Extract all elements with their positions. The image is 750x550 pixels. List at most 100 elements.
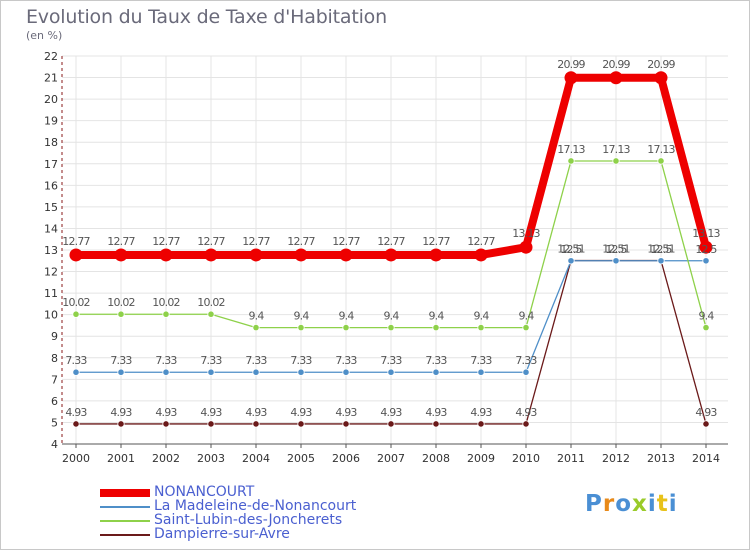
point-saint-lubin-des-joncherets-2013 (657, 157, 665, 165)
label-saint-lubin-des-joncherets-2003: 10.02 (197, 296, 225, 309)
legend-label-dampierre: Dampierre-sur-Avre (154, 526, 290, 542)
tick-label-x-2007: 2007 (377, 452, 405, 465)
point-nonancourt-2000 (69, 248, 83, 262)
tick-label-x-2014: 2014 (692, 452, 720, 465)
point-dampierre-sur-avre-2006 (342, 420, 350, 428)
point-la-madeleine-de-nonancourt-2010 (522, 368, 530, 376)
point-nonancourt-2002 (159, 248, 173, 262)
tick-label-y-13: 13 (44, 244, 58, 257)
point-nonancourt-2012 (609, 71, 623, 85)
point-dampierre-sur-avre-2014 (702, 420, 710, 428)
label-dampierre-sur-avre-2012: 12.51 (602, 243, 630, 256)
point-saint-lubin-des-joncherets-2004 (252, 323, 260, 332)
point-saint-lubin-des-joncherets-2000 (72, 310, 80, 318)
label-dampierre-sur-avre-2005: 4.93 (290, 406, 312, 419)
label-saint-lubin-des-joncherets-2006: 9.4 (338, 310, 354, 323)
point-la-madeleine-de-nonancourt-2014 (702, 257, 710, 265)
label-nonancourt-2014: 13.13 (692, 227, 720, 240)
label-nonancourt-2005: 12.77 (287, 235, 315, 248)
label-saint-lubin-des-joncherets-2014: 9.4 (698, 310, 714, 323)
point-nonancourt-2007 (384, 248, 398, 262)
point-la-madeleine-de-nonancourt-2009 (477, 368, 485, 376)
label-la-madeleine-de-nonancourt-2010: 7.33 (515, 354, 537, 367)
tick-label-y-4: 4 (51, 438, 58, 451)
point-la-madeleine-de-nonancourt-2003 (207, 368, 215, 376)
label-saint-lubin-des-joncherets-2000: 10.02 (62, 296, 90, 309)
tick-label-y-20: 20 (44, 93, 58, 106)
tick-label-y-22: 22 (44, 50, 58, 63)
point-dampierre-sur-avre-2007 (387, 420, 395, 428)
point-saint-lubin-des-joncherets-2009 (477, 323, 485, 332)
logo-letter: i (668, 491, 678, 517)
point-saint-lubin-des-joncherets-2008 (432, 323, 440, 332)
point-la-madeleine-de-nonancourt-2002 (162, 368, 170, 376)
point-saint-lubin-des-joncherets-2002 (162, 310, 170, 318)
data-labels: 4.93 4.93 4.93 4.93 4.93 4.93 4.93 4.93 4.93 4.93… (62, 58, 721, 419)
label-saint-lubin-des-joncherets-2008: 9.4 (428, 310, 444, 323)
label-nonancourt-2009: 12.77 (467, 235, 495, 248)
point-dampierre-sur-avre-2005 (297, 420, 305, 428)
label-la-madeleine-de-nonancourt-2014: 12.5 (695, 243, 717, 256)
point-nonancourt-2003 (204, 248, 218, 262)
tick-label-y-15: 15 (44, 201, 58, 214)
label-saint-lubin-des-joncherets-2011: 17.13 (557, 143, 585, 156)
label-nonancourt-2012: 20.99 (602, 58, 630, 71)
label-nonancourt-2001: 12.77 (107, 235, 135, 248)
label-saint-lubin-des-joncherets-2005: 9.4 (293, 310, 309, 323)
label-saint-lubin-des-joncherets-2001: 10.02 (107, 296, 135, 309)
tick-label-y-8: 8 (51, 352, 58, 365)
tick-labels: 4 5 6 7 8 9 10 11 12 13 14 15 16 17 18 19 20 21 22 2000 2001… (44, 50, 720, 465)
point-dampierre-sur-avre-2010 (522, 420, 530, 428)
label-dampierre-sur-avre-2003: 4.93 (200, 406, 222, 419)
point-dampierre-sur-avre-2004 (252, 420, 260, 428)
legend-swatch-saint-lubin (100, 520, 150, 522)
label-dampierre-sur-avre-2010: 4.93 (515, 406, 537, 419)
point-nonancourt-2004 (249, 248, 263, 262)
tick-label-x-2011: 2011 (557, 452, 585, 465)
label-la-madeleine-de-nonancourt-2003: 7.33 (200, 354, 222, 367)
point-saint-lubin-des-joncherets-2012 (612, 157, 620, 165)
point-dampierre-sur-avre-2009 (477, 420, 485, 428)
point-la-madeleine-de-nonancourt-2001 (117, 368, 125, 376)
label-la-madeleine-de-nonancourt-2002: 7.33 (155, 354, 177, 367)
tick-label-y-10: 10 (44, 309, 58, 322)
logo-letter: x (632, 491, 648, 517)
tick-label-y-14: 14 (44, 222, 58, 235)
label-saint-lubin-des-joncherets-2002: 10.02 (152, 296, 180, 309)
label-la-madeleine-de-nonancourt-2007: 7.33 (380, 354, 402, 367)
point-dampierre-sur-avre-2008 (432, 420, 440, 428)
legend-swatch-nonancourt (100, 489, 150, 497)
logo-letter: t (656, 491, 669, 517)
point-nonancourt-2014 (699, 240, 713, 254)
point-nonancourt-2013 (654, 71, 668, 85)
label-nonancourt-2007: 12.77 (377, 235, 405, 248)
data-points (69, 71, 713, 428)
point-nonancourt-2001 (114, 248, 128, 262)
proxiti-logo: Proxiti (585, 491, 678, 517)
tick-label-x-2000: 2000 (62, 452, 90, 465)
logo-letter: i (647, 491, 657, 517)
legend-swatch-dampierre (100, 534, 150, 536)
point-saint-lubin-des-joncherets-2011 (567, 157, 575, 165)
point-saint-lubin-des-joncherets-2006 (342, 323, 350, 332)
point-saint-lubin-des-joncherets-2003 (207, 310, 215, 318)
label-la-madeleine-de-nonancourt-2009: 7.33 (470, 354, 492, 367)
tick-label-x-2010: 2010 (512, 452, 540, 465)
chart-subtitle: (en %) (26, 29, 63, 42)
label-dampierre-sur-avre-2006: 4.93 (335, 406, 357, 419)
label-dampierre-sur-avre-2007: 4.93 (380, 406, 402, 419)
tick-label-x-2001: 2001 (107, 452, 135, 465)
tick-label-x-2013: 2013 (647, 452, 675, 465)
label-nonancourt-2011: 20.99 (557, 58, 585, 71)
legend-label-nonancourt: NONANCOURT (154, 484, 255, 500)
tick-label-y-21: 21 (44, 72, 58, 85)
point-la-madeleine-de-nonancourt-2005 (297, 368, 305, 376)
label-saint-lubin-des-joncherets-2009: 9.4 (473, 310, 489, 323)
point-saint-lubin-des-joncherets-2001 (117, 310, 125, 318)
tick-label-y-9: 9 (51, 330, 58, 343)
tick-label-x-2003: 2003 (197, 452, 225, 465)
label-saint-lubin-des-joncherets-2010: 9.4 (518, 310, 534, 323)
label-saint-lubin-des-joncherets-2012: 17.13 (602, 143, 630, 156)
